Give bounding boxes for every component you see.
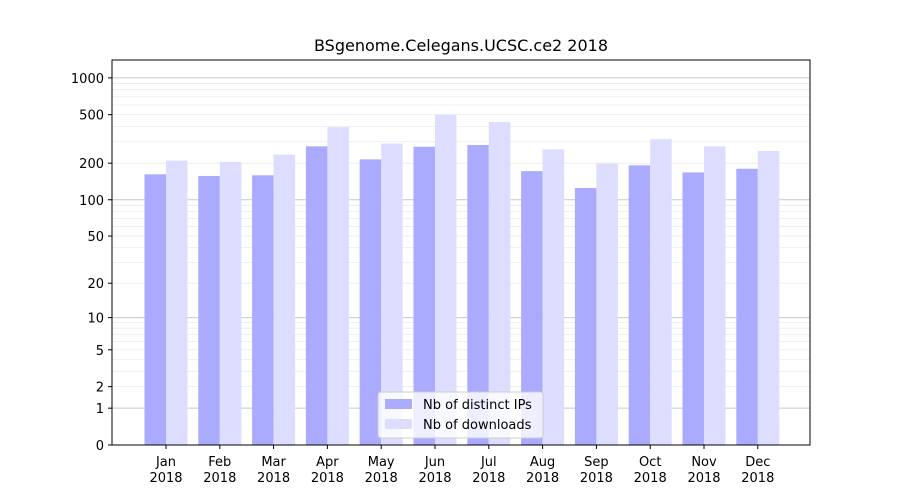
legend: Nb of distinct IPs Nb of downloads <box>377 391 544 439</box>
legend-swatch-distinct-ips <box>385 399 412 409</box>
bar-distinct-ips-0 <box>144 174 166 446</box>
bar-downloads-5 <box>435 114 457 445</box>
legend-swatch-downloads <box>385 419 412 429</box>
y-tick-label: 50 <box>87 230 104 245</box>
bar-distinct-ips-1 <box>198 175 220 445</box>
x-tick-label: Apr <box>316 455 339 470</box>
x-tick-label: 2018 <box>634 471 667 486</box>
y-tick-label: 1 <box>96 402 104 417</box>
x-tick-label: Jul <box>480 455 497 470</box>
bar-downloads-11 <box>757 150 780 446</box>
y-tick-label: 2 <box>96 381 104 396</box>
x-tick-label: Sep <box>584 455 609 470</box>
x-tick-label: 2018 <box>311 471 344 486</box>
x-tick-label: Jun <box>424 455 445 470</box>
bars-layer <box>144 114 780 446</box>
x-tick-label: Mar <box>261 455 286 470</box>
bar-distinct-ips-7 <box>521 171 543 446</box>
bar-downloads-1 <box>219 161 242 446</box>
legend-label-downloads: Nb of downloads <box>423 418 532 433</box>
x-tick-label: Nov <box>691 455 717 470</box>
bar-downloads-3 <box>327 127 349 446</box>
bar-distinct-ips-10 <box>682 172 704 446</box>
bar-downloads-8 <box>596 163 618 445</box>
x-tick-label: Aug <box>530 455 555 470</box>
x-tick-label: Jan <box>155 455 176 470</box>
bar-downloads-6 <box>488 122 511 446</box>
x-tick-label: 2018 <box>365 471 398 486</box>
y-tick-label: 500 <box>79 109 104 124</box>
y-tick-label: 100 <box>79 194 104 209</box>
x-tick-label: 2018 <box>418 471 451 486</box>
bar-downloads-0 <box>166 160 188 446</box>
chart-title: BSgenome.Celegans.UCSC.ce2 2018 <box>314 36 608 55</box>
y-tick-label: 5 <box>96 344 104 359</box>
bar-downloads-7 <box>542 149 565 445</box>
x-tick-label: 2018 <box>741 471 774 486</box>
x-tick-label: 2018 <box>203 471 236 486</box>
bar-distinct-ips-4 <box>359 159 382 445</box>
bar-distinct-ips-8 <box>574 187 597 445</box>
x-tick-label: 2018 <box>149 471 182 486</box>
x-tick-label: Dec <box>745 455 770 470</box>
bar-distinct-ips-9 <box>628 165 651 445</box>
y-tick-label: 20 <box>87 277 104 292</box>
bar-distinct-ips-2 <box>252 175 274 445</box>
y-tick-label: 0 <box>96 439 104 454</box>
bar-distinct-ips-3 <box>305 146 328 445</box>
y-tick-label: 1000 <box>71 72 104 87</box>
x-tick-label: Feb <box>208 455 231 470</box>
y-tick-label: 200 <box>79 157 104 172</box>
x-tick-label: 2018 <box>257 471 290 486</box>
bar-downloads-2 <box>273 154 296 445</box>
bar-downloads-9 <box>650 139 672 445</box>
y-tick-label: 10 <box>87 312 104 327</box>
x-tick-label: 2018 <box>687 471 720 486</box>
x-tick-label: 2018 <box>526 471 559 486</box>
x-tick-label: Oct <box>639 455 661 470</box>
legend-label-distinct-ips: Nb of distinct IPs <box>423 398 532 413</box>
bar-downloads-10 <box>704 146 726 445</box>
bar-distinct-ips-5 <box>413 146 435 445</box>
x-tick-label: 2018 <box>472 471 505 486</box>
x-tick-label: May <box>368 455 395 470</box>
plot-frame <box>111 59 811 446</box>
legend-box <box>377 391 544 439</box>
bar-downloads-4 <box>381 143 403 446</box>
bar-distinct-ips-11 <box>736 168 758 445</box>
x-tick-label: 2018 <box>580 471 613 486</box>
bar-distinct-ips-6 <box>467 144 489 445</box>
axis-layer: 01251020501002005001000Jan2018Feb2018Mar… <box>71 59 811 486</box>
